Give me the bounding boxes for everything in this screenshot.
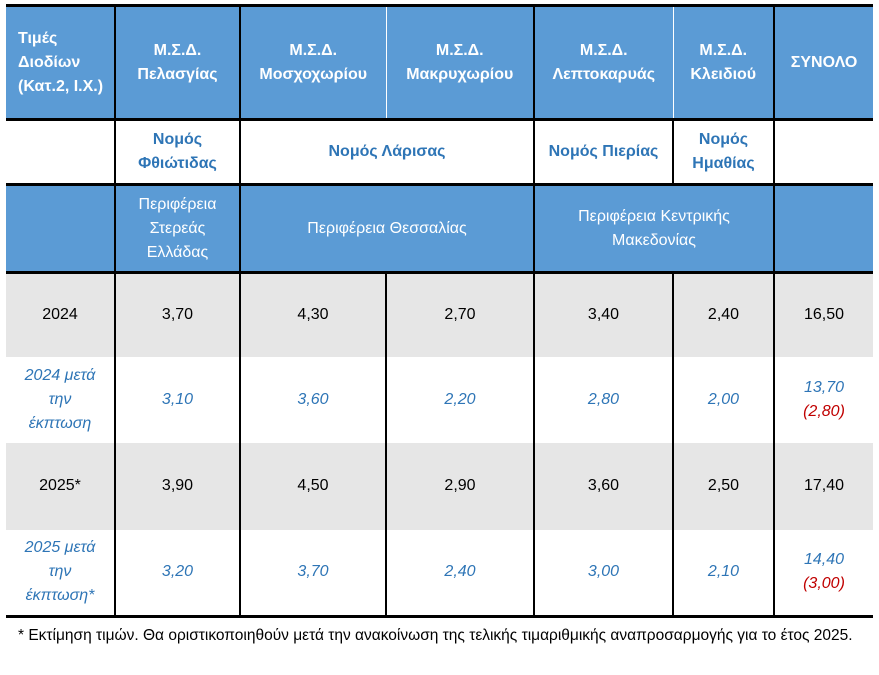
prefecture-fthiotida: Νομός Φθιώτιδας (114, 119, 240, 185)
table-row: 2025* 3,90 4,50 2,90 3,60 2,50 17,40 (6, 442, 873, 530)
header-station-pelasgia: Μ.Σ.Δ. Πελασγίας (114, 5, 240, 120)
price-cell: 2,70 (385, 272, 534, 357)
price-cell: 3,10 (114, 356, 240, 443)
price-cell: 2,50 (672, 442, 774, 530)
price-cell: 3,60 (239, 356, 386, 443)
price-cell: 4,30 (239, 272, 386, 357)
header-corner: Τιμές Διοδίων (Κατ.2, Ι.Χ.) (6, 5, 115, 120)
total-cell: 13,70 (2,80) (773, 356, 873, 443)
region-kentriki-makedonia: Περιφέρεια Κεντρικής Μακεδονίας (533, 184, 774, 273)
price-cell: 3,40 (533, 272, 673, 357)
toll-price-table: Τιμές Διοδίων (Κατ.2, Ι.Χ.) Μ.Σ.Δ. Πελασ… (6, 4, 873, 618)
row-label: 2024 (6, 272, 115, 357)
price-cell: 3,20 (114, 529, 240, 617)
header-station-leptokarya: Μ.Σ.Δ. Λεπτοκαρυάς (533, 5, 673, 120)
total-cell: 17,40 (773, 442, 873, 530)
header-station-makrychori: Μ.Σ.Δ. Μακρυχωρίου (385, 5, 534, 120)
total-value: 13,70 (803, 378, 845, 396)
price-cell: 2,40 (672, 272, 774, 357)
price-cell: 2,40 (385, 529, 534, 617)
price-cell: 3,00 (533, 529, 673, 617)
prefecture-total-cell (773, 119, 873, 185)
saving-value: (3,00) (803, 575, 845, 593)
table-row: 2024 μετά την έκπτωση 3,10 3,60 2,20 2,8… (6, 356, 873, 443)
total-cell: 16,50 (773, 272, 873, 357)
prefecture-larisa: Νομός Λάρισας (239, 119, 534, 185)
price-cell: 2,10 (672, 529, 774, 617)
price-cell: 2,00 (672, 356, 774, 443)
header-station-moschochori: Μ.Σ.Δ. Μοσχοχωρίου (239, 5, 386, 120)
price-cell: 4,50 (239, 442, 386, 530)
prefecture-empty-cell (6, 119, 115, 185)
header-total: ΣΥΝΟΛΟ (773, 5, 873, 120)
region-empty-cell (6, 184, 115, 273)
table-row: 2024 3,70 4,30 2,70 3,40 2,40 16,50 (6, 272, 873, 357)
price-cell: 2,90 (385, 442, 534, 530)
row-label: 2024 μετά την έκπτωση (6, 356, 115, 443)
table-row: 2025 μετά την έκπτωση* 3,20 3,70 2,40 3,… (6, 529, 873, 617)
prefecture-pieria: Νομός Πιερίας (533, 119, 673, 185)
region-sterea-ellada: Περιφέρεια Στερεάς Ελλάδας (114, 184, 240, 273)
price-cell: 3,60 (533, 442, 673, 530)
price-cell: 3,70 (114, 272, 240, 357)
row-label: 2025* (6, 442, 115, 530)
price-cell: 3,70 (239, 529, 386, 617)
row-label: 2025 μετά την έκπτωση* (6, 529, 115, 617)
region-thessalia: Περιφέρεια Θεσσαλίας (239, 184, 534, 273)
price-cell: 2,20 (385, 356, 534, 443)
footnote: * Εκτίμηση τιμών. Θα οριστικοποιηθούν με… (18, 627, 853, 644)
region-total-cell (773, 184, 873, 273)
price-cell: 2,80 (533, 356, 673, 443)
total-value: 14,40 (803, 551, 845, 569)
header-station-kleidi: Μ.Σ.Δ. Κλειδιού (672, 5, 774, 120)
price-cell: 3,90 (114, 442, 240, 530)
prefecture-imathia: Νομός Ημαθίας (672, 119, 774, 185)
saving-value: (2,80) (803, 402, 845, 420)
total-cell: 14,40 (3,00) (773, 529, 873, 617)
